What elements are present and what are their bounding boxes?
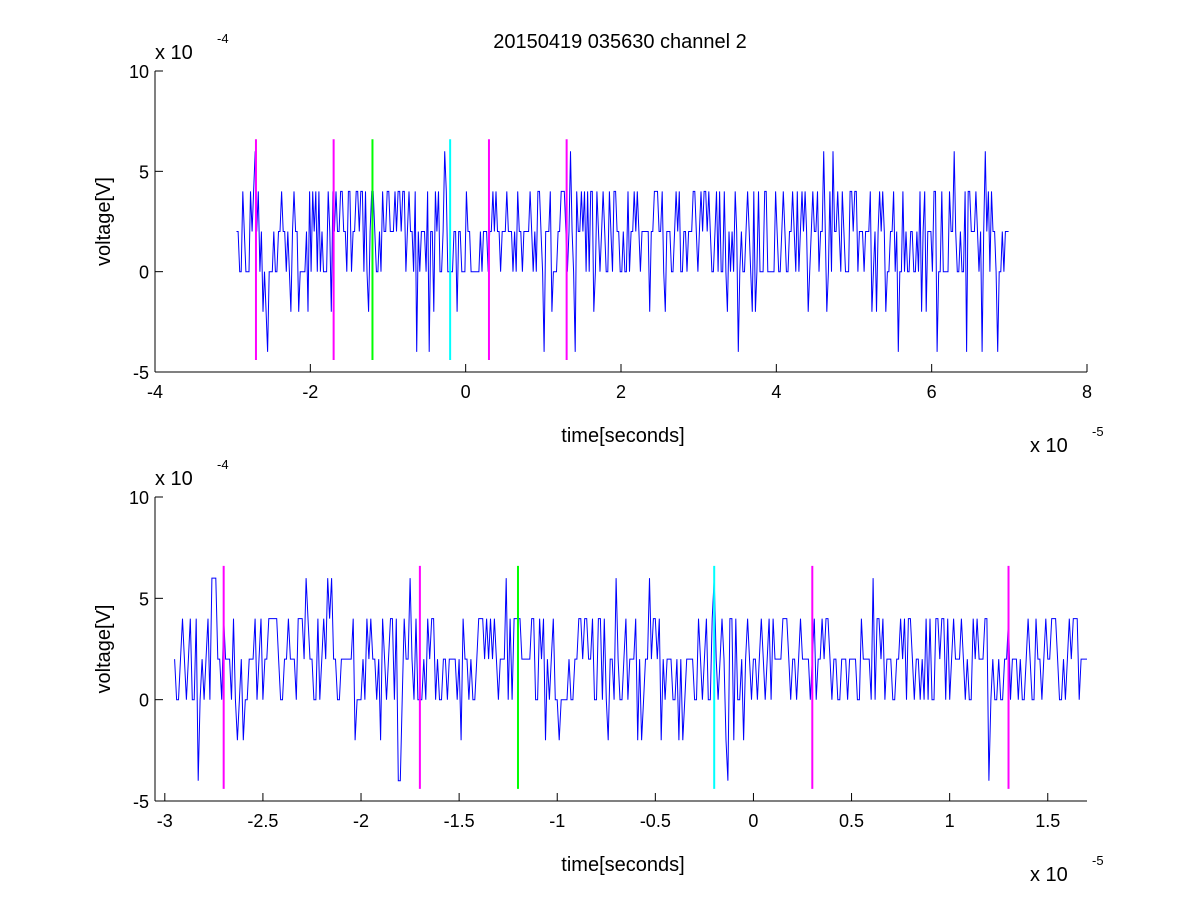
y-tick-label: -5 — [133, 363, 149, 383]
x-tick-label: -4 — [147, 382, 163, 402]
x-tick-label: 6 — [927, 382, 937, 402]
y-exponent-power: -4 — [217, 31, 229, 46]
y-tick-label: 0 — [139, 691, 149, 711]
signal-trace-1-0 — [174, 577, 1087, 782]
x-tick-label: 1 — [945, 811, 955, 831]
x-tick-label: 0 — [748, 811, 758, 831]
y-tick-label: 10 — [129, 62, 149, 82]
x-tick-label: 1.5 — [1035, 811, 1060, 831]
x-exponent-power: -5 — [1092, 424, 1104, 439]
x-tick-label: -2 — [302, 382, 318, 402]
y-exponent-label: x 10 — [155, 42, 193, 64]
x-tick-label: -2.5 — [247, 811, 278, 831]
x-tick-label: 8 — [1082, 382, 1092, 402]
y-tick-label: 5 — [139, 162, 149, 182]
plot-top: -4 -2 0 2 4 6 8 -5 0 5 10 time[seconds] voltage[V] x … — [93, 31, 1104, 457]
x-exponent-power: -5 — [1092, 853, 1104, 868]
x-tick-label: -1.5 — [444, 811, 475, 831]
y-exponent-label: x 10 — [155, 468, 193, 490]
x-tick-label: 0 — [461, 382, 471, 402]
y-tick-label: 5 — [139, 589, 149, 609]
x-tick-label: -0.5 — [640, 811, 671, 831]
x-tick-label: 0.5 — [839, 811, 864, 831]
y-exponent-power: -4 — [217, 457, 229, 472]
y-tick-label: 10 — [129, 488, 149, 508]
x-axis-label: time[seconds] — [561, 425, 684, 447]
signal-trace-0-0 — [236, 151, 1009, 352]
y-axis-label: voltage[V] — [93, 605, 115, 694]
x-tick-label: 4 — [771, 382, 781, 402]
y-axis-label: voltage[V] — [93, 177, 115, 266]
figure-title: 20150419 035630 channel 2 — [493, 31, 747, 53]
x-tick-label: -1 — [549, 811, 565, 831]
x-axis-label: time[seconds] — [561, 854, 684, 876]
plot-bottom: -3 -2.5 -2 -1.5 -1 -0.5 0 0.5 1 1.5 -5 0 5 10 time[sec… — [93, 457, 1104, 886]
x-tick-label: -3 — [157, 811, 173, 831]
x-tick-label: -2 — [353, 811, 369, 831]
x-exponent-label: x 10 — [1030, 435, 1068, 457]
x-exponent-label: x 10 — [1030, 864, 1068, 886]
y-tick-label: -5 — [133, 792, 149, 812]
y-tick-label: 0 — [139, 263, 149, 283]
x-tick-label: 2 — [616, 382, 626, 402]
